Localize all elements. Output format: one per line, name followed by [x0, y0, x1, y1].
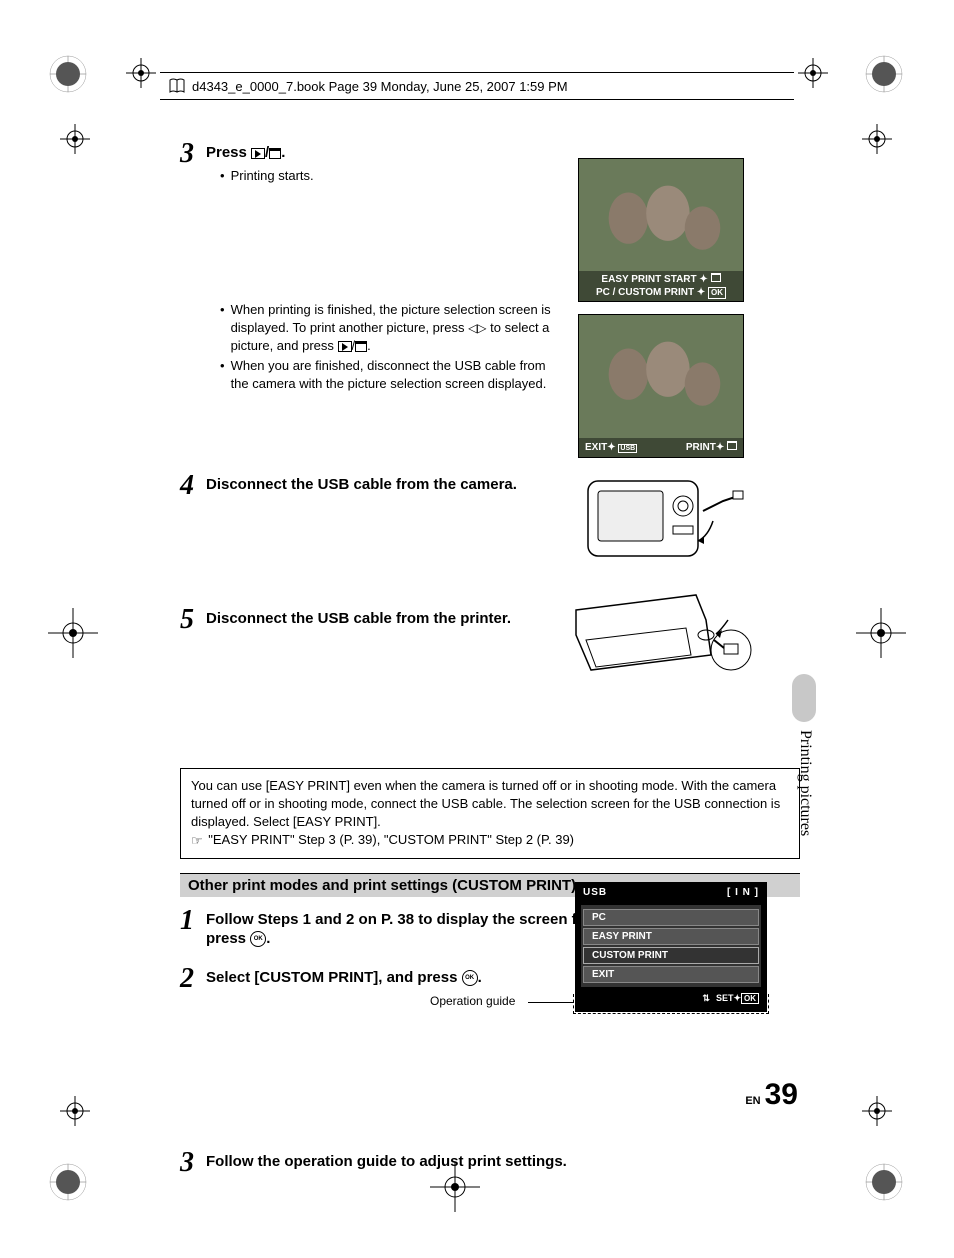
step-number: 5 [180, 606, 206, 634]
operation-guide-line [528, 1002, 574, 1003]
main-content: 3 Press /. Printing starts. When printin… [180, 140, 800, 1193]
cstep3-title: Follow the operation guide to adjust pri… [206, 1152, 800, 1172]
reg-target-icon [60, 1096, 90, 1126]
side-tab-text: Printing pictures [796, 730, 814, 836]
step-3: 3 Press /. Printing starts. When printin… [180, 140, 800, 396]
usb-menu-screen: USB [ I N ] PC EASY PRINT CUSTOM PRINT E… [575, 882, 767, 1012]
reg-mark-icon [48, 1162, 88, 1202]
step-number: 3 [180, 1149, 206, 1177]
print-icon [355, 341, 367, 352]
reg-mark-icon [864, 54, 904, 94]
custom-step-3: 3 Follow the operation guide to adjust p… [180, 1149, 800, 1177]
reg-target-icon [862, 124, 892, 154]
header-text: d4343_e_0000_7.book Page 39 Monday, June… [192, 79, 568, 94]
reg-mark-icon [48, 608, 98, 658]
usb-title: USB [583, 887, 607, 898]
step3-title: Press /. [206, 143, 800, 163]
left-right-arrows-icon: ◁▷ [468, 320, 486, 337]
side-tab: Printing pictures [792, 680, 816, 880]
reg-mark-icon [48, 54, 88, 94]
reg-target-icon [798, 58, 828, 88]
usb-item-easy: EASY PRINT [583, 928, 759, 945]
updown-icon: ⇅ [702, 993, 710, 1004]
reg-target-icon [862, 1096, 892, 1126]
book-icon [168, 77, 186, 95]
play-icon [338, 341, 352, 352]
note-body: You can use [EASY PRINT] even when the c… [191, 778, 780, 829]
step-number: 2 [180, 965, 206, 993]
play-icon [251, 148, 265, 159]
usb-item-exit: EXIT [583, 966, 759, 983]
operation-guide-label: Operation guide [430, 994, 515, 1008]
step4-title: Disconnect the USB cable from the camera… [206, 475, 800, 495]
pointer-icon: ☞ [191, 832, 203, 850]
bullet: Printing starts. [220, 167, 800, 185]
page-header: d4343_e_0000_7.book Page 39 Monday, June… [160, 72, 794, 100]
usb-item-pc: PC [583, 909, 759, 926]
step-4: 4 Disconnect the USB cable from the came… [180, 472, 800, 500]
step-number: 1 [180, 907, 206, 935]
note-ref: "EASY PRINT" Step 3 (P. 39), "CUSTOM PRI… [205, 832, 574, 847]
footer-en: EN [745, 1095, 760, 1107]
bullet: When printing is finished, the picture s… [220, 301, 566, 356]
print-icon [269, 148, 281, 159]
page-footer: EN 39 [745, 1078, 798, 1112]
ok-func-icon: OK [250, 931, 266, 947]
ok-func-icon: OK [462, 970, 478, 986]
reg-mark-icon [856, 608, 906, 658]
note-box: You can use [EASY PRINT] even when the c… [180, 768, 800, 859]
step-number: 3 [180, 140, 206, 168]
ok-box-icon: OK [741, 993, 759, 1004]
step-number: 4 [180, 472, 206, 500]
side-tab-pill [792, 674, 816, 722]
reg-target-icon [126, 58, 156, 88]
reg-target-icon [60, 124, 90, 154]
usb-item-custom: CUSTOM PRINT [583, 947, 759, 964]
set-label: SET [716, 993, 734, 1003]
footer-page-number: 39 [765, 1078, 798, 1112]
step5-title: Disconnect the USB cable from the printe… [206, 609, 800, 629]
reg-mark-icon [864, 1162, 904, 1202]
bullet: When you are finished, disconnect the US… [220, 357, 566, 393]
usb-in: [ I N ] [727, 887, 759, 898]
step-5: 5 Disconnect the USB cable from the prin… [180, 606, 800, 634]
